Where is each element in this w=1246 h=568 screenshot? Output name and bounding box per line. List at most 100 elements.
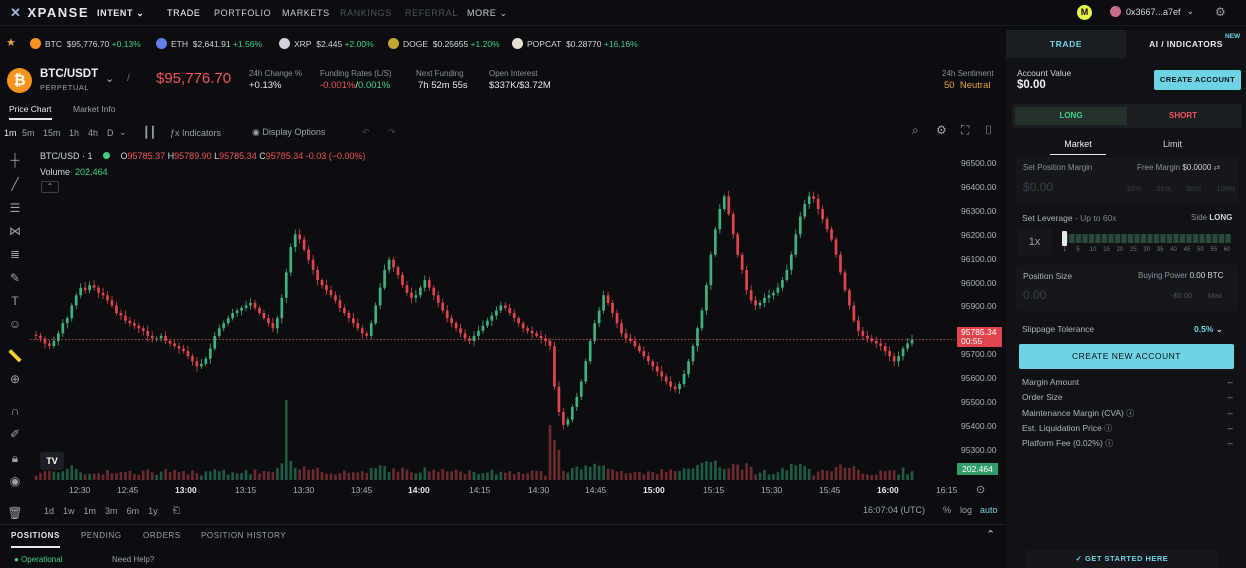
leverage-slider-handle[interactable] <box>1062 231 1067 246</box>
swap-icon[interactable]: ⇄ <box>1213 163 1221 172</box>
ticker-item-eth[interactable]: ETH $2,641.91 +1.56% <box>156 38 262 49</box>
collapse-panel-chevron-icon[interactable]: ⌃ <box>986 529 996 541</box>
display-options-button[interactable]: ◉ Display Options <box>252 127 326 137</box>
interval-15m[interactable]: 15m <box>43 127 61 138</box>
info-icon[interactable]: ⓘ <box>1126 408 1135 418</box>
tab-ai-indicators[interactable]: AI / INDICATORS <box>1149 39 1223 49</box>
range-1d[interactable]: 1d <box>44 505 55 516</box>
nav-markets[interactable]: MARKETS <box>282 8 330 18</box>
get-started-button[interactable]: ✓ GET STARTED HERE <box>1026 550 1218 568</box>
fib-icon[interactable]: ≣ <box>9 247 21 261</box>
range-1w[interactable]: 1w <box>63 505 75 516</box>
create-account-button[interactable]: CREATE ACCOUNT <box>1154 70 1241 90</box>
brush-icon[interactable]: ✎ <box>9 271 21 285</box>
search-zoom-icon[interactable]: ⌕ <box>912 123 919 137</box>
need-help-link[interactable]: Need Help? <box>112 555 155 564</box>
ticker-item-popcat[interactable]: POPCAT $0.28770 +16.16% <box>512 38 638 49</box>
emoji-icon[interactable]: ☺ <box>8 317 22 331</box>
text-icon[interactable]: T <box>11 294 19 308</box>
range-1m[interactable]: 1m <box>83 505 97 516</box>
interval-1h[interactable]: 1h <box>69 127 80 138</box>
info-icon[interactable]: ⓘ <box>1105 439 1114 449</box>
log-scale-toggle[interactable]: log <box>960 505 973 515</box>
interval-5m[interactable]: 5m <box>22 127 35 138</box>
price-chart[interactable] <box>0 143 1005 501</box>
pair-name[interactable]: BTC/USDT <box>40 68 99 80</box>
slippage-value[interactable]: 0.5% ⌄ <box>1194 324 1223 334</box>
interval-4h[interactable]: 4h <box>88 127 99 138</box>
ticker-item-btc[interactable]: BTC $95,776.70 +0.13% <box>30 38 141 49</box>
crosshair-icon[interactable]: ┼ <box>10 153 20 167</box>
max-button[interactable]: Max <box>1208 291 1223 300</box>
trash-icon[interactable]: 🗑︎ <box>7 506 23 520</box>
trendline-icon[interactable]: ╱ <box>11 177 19 191</box>
nav-referral[interactable]: REFERRAL <box>405 8 458 18</box>
settings-gear-icon[interactable]: ⚙ <box>1215 5 1226 19</box>
nav-more[interactable]: MORE ⌄ <box>467 8 508 18</box>
tab-positions[interactable]: POSITIONS <box>11 531 60 548</box>
horizontal-lines-icon[interactable]: ☰ <box>9 201 21 215</box>
utc-clock[interactable]: 16:07:04 (UTC) <box>863 505 926 515</box>
wallet-button[interactable]: 0x3667...a7ef ⌄ <box>1110 6 1194 17</box>
nav-trade[interactable]: TRADE <box>167 8 201 18</box>
collapse-legend-button[interactable]: ⌃ <box>41 181 59 193</box>
lock-drawing-icon[interactable]: ✐ <box>9 427 21 441</box>
tab-pending[interactable]: PENDING <box>81 531 122 540</box>
ticker-item-doge[interactable]: DOGE $0.25655 +1.20% <box>388 38 500 49</box>
volume-bar <box>611 469 614 480</box>
points-badge[interactable]: M <box>1077 5 1092 20</box>
long-button[interactable]: LONG <box>1015 107 1127 125</box>
tab-market-order[interactable]: Market <box>1050 139 1106 155</box>
short-button[interactable]: SHORT <box>1169 111 1197 120</box>
redo-icon[interactable]: ↷ <box>388 127 396 137</box>
zoom-in-icon[interactable]: ⊕ <box>9 372 21 386</box>
interval-1m[interactable]: 1m <box>4 127 17 138</box>
range-1y[interactable]: 1y <box>148 505 158 516</box>
candle-body <box>34 334 38 336</box>
fullscreen-icon[interactable]: ⛶ <box>961 123 970 137</box>
volume-bar <box>369 467 373 480</box>
tab-price-chart[interactable]: Price Chart <box>9 104 52 120</box>
ticker-item-xrp[interactable]: XRP $2.445 +2.00% <box>279 38 374 49</box>
create-new-account-button[interactable]: CREATE NEW ACCOUNT <box>1019 344 1234 369</box>
size-input[interactable]: 0.00 <box>1023 288 1047 302</box>
tab-trade[interactable]: TRADE <box>1006 30 1126 58</box>
visibility-eye-icon[interactable]: ◉ <box>9 474 21 488</box>
range-6m[interactable]: 6m <box>126 505 140 516</box>
intent-dropdown[interactable]: INTENT ⌄ <box>97 8 145 18</box>
pair-selector-chevron-icon[interactable]: ⌄ <box>105 73 115 85</box>
nav-rankings[interactable]: RANKINGS <box>340 8 392 18</box>
tab-position-history[interactable]: POSITION HISTORY <box>201 531 287 540</box>
leverage-input[interactable]: 1x <box>1017 229 1052 255</box>
pitchfork-icon[interactable]: ⋈ <box>9 224 21 238</box>
date-range-calendar-icon[interactable]: ⎗ <box>172 505 180 515</box>
interval-d[interactable]: D <box>107 127 114 138</box>
candle-body <box>803 203 807 217</box>
percent-scale-toggle[interactable]: % <box>943 505 952 515</box>
undo-icon[interactable]: ↶ <box>362 127 370 137</box>
indicators-button[interactable]: ƒx Indicators <box>170 127 222 138</box>
tab-market-info[interactable]: Market Info <box>73 104 116 114</box>
app-logo[interactable]: ✕ XPANSE <box>10 5 90 20</box>
magnet-icon[interactable]: ∩ <box>10 404 20 418</box>
tradingview-logo[interactable]: TV <box>40 452 64 470</box>
margin-pcts[interactable]: 10% 25% 50% 100% <box>1126 184 1236 193</box>
info-icon[interactable]: ⓘ <box>1104 423 1113 433</box>
volume-bar <box>289 460 293 480</box>
interval-chevron-down-icon[interactable]: ⌄ <box>119 127 127 137</box>
auto-scale-toggle[interactable]: auto <box>980 505 998 515</box>
tab-limit-order[interactable]: Limit <box>1163 139 1183 149</box>
tab-orders[interactable]: ORDERS <box>143 531 181 540</box>
volume-bar <box>696 464 699 480</box>
nav-portfolio[interactable]: PORTFOLIO <box>214 8 272 18</box>
reset-chart-icon[interactable]: ⊙ <box>976 484 986 496</box>
favorite-star-icon[interactable]: ★ <box>6 37 16 49</box>
leverage-slider[interactable] <box>1063 234 1231 243</box>
range-3m[interactable]: 3m <box>105 505 118 516</box>
chart-settings-gear-icon[interactable]: ⚙ <box>936 123 947 137</box>
candle-type-icon[interactable]: ┃┃ <box>143 127 157 139</box>
margin-input[interactable]: $0.00 <box>1023 180 1054 194</box>
ruler-icon[interactable]: 📏 <box>7 349 23 363</box>
screenshot-camera-icon[interactable]: ⌷ <box>985 123 993 137</box>
lock-icon[interactable]: 🔒︎ <box>11 451 19 465</box>
